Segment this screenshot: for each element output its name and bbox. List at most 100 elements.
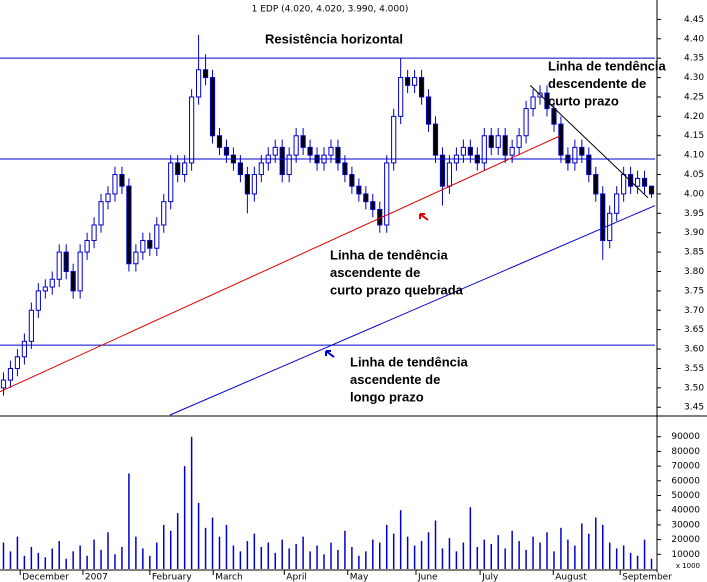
candle-body bbox=[84, 239, 90, 253]
candle-body bbox=[516, 135, 522, 148]
annotation: curto prazo quebrada bbox=[330, 282, 464, 297]
candle-body bbox=[446, 162, 453, 187]
x-tick-label: December bbox=[22, 573, 69, 582]
trend-line bbox=[529, 84, 649, 199]
candle-body bbox=[300, 135, 306, 148]
candle-body bbox=[91, 224, 97, 241]
candle-body bbox=[209, 77, 216, 137]
candle-body bbox=[551, 108, 557, 125]
y-tick-label: 4.35 bbox=[684, 54, 704, 64]
candle-body bbox=[154, 224, 160, 249]
y-tick-label: 3.55 bbox=[684, 364, 704, 374]
candle-body bbox=[523, 108, 529, 137]
y-tick-label: 3.80 bbox=[684, 267, 704, 277]
y-tick-label: 4.40 bbox=[684, 34, 704, 44]
candle-body bbox=[412, 77, 418, 86]
candle-body bbox=[112, 174, 118, 195]
annotation: descendente de bbox=[548, 76, 646, 91]
candle-body bbox=[418, 77, 425, 98]
candle-body bbox=[70, 270, 76, 292]
y-tick-label: 3.50 bbox=[684, 383, 704, 393]
candle-body bbox=[502, 135, 508, 156]
candle-body bbox=[63, 251, 69, 272]
arrow bbox=[325, 350, 335, 358]
y-tick-label: 3.60 bbox=[684, 345, 704, 355]
annotation: Linha de tendência bbox=[330, 247, 449, 262]
candle-body bbox=[49, 278, 55, 288]
candle-body bbox=[175, 162, 181, 176]
candle-body bbox=[279, 146, 285, 176]
candle-body bbox=[98, 201, 104, 226]
candle-body bbox=[495, 135, 501, 148]
y-tick-label: 10000 bbox=[671, 550, 700, 560]
annotation: Linha de tendência bbox=[548, 58, 667, 73]
y-tick-label: 4.05 bbox=[684, 170, 704, 180]
annotation: ascendente de bbox=[350, 372, 440, 387]
x-tick-label: March bbox=[215, 573, 242, 582]
y-tick-label: 4.00 bbox=[684, 189, 704, 199]
x-tick-label: April bbox=[286, 573, 307, 582]
x-tick-label: August bbox=[555, 573, 587, 582]
candle-body bbox=[126, 185, 132, 265]
trend-line bbox=[169, 205, 656, 416]
candle-body bbox=[370, 201, 376, 210]
candle-body bbox=[600, 193, 606, 241]
y-tick-label: 4.15 bbox=[684, 131, 704, 141]
y-tick-label: 4.30 bbox=[684, 73, 704, 83]
candle-body bbox=[398, 77, 404, 117]
y-tick-label: 80000 bbox=[671, 447, 700, 457]
candle-body bbox=[196, 69, 202, 98]
candle-body bbox=[216, 135, 223, 148]
candle-body bbox=[251, 174, 257, 195]
y-tick-label: 60000 bbox=[671, 476, 700, 486]
x-tick-label: July bbox=[481, 573, 499, 582]
candle-body bbox=[634, 177, 641, 187]
candle-body bbox=[237, 162, 243, 176]
y-tick-label: 3.75 bbox=[684, 286, 704, 296]
candle-body bbox=[593, 174, 599, 195]
candle-body bbox=[223, 146, 230, 156]
candle-body bbox=[35, 290, 41, 311]
annotation: Linha de tendência bbox=[350, 354, 469, 369]
candle-body bbox=[293, 135, 299, 156]
candle-body bbox=[147, 239, 153, 249]
candle-body bbox=[202, 69, 209, 79]
candle-body bbox=[119, 174, 125, 187]
candle-body bbox=[272, 146, 278, 156]
y-tick-label: 3.95 bbox=[684, 209, 704, 219]
y-tick-label: 3.85 bbox=[684, 248, 704, 258]
y-tick-label: 4.10 bbox=[684, 151, 704, 161]
candle-body bbox=[432, 123, 439, 156]
candle-body bbox=[133, 251, 139, 265]
annotation: Resistência horizontal bbox=[265, 31, 403, 46]
annotation: ascendente de bbox=[330, 265, 420, 280]
candle-body bbox=[363, 193, 369, 203]
y-tick-label: 30000 bbox=[671, 520, 700, 530]
x-tick-label: June bbox=[417, 573, 438, 582]
candle-body bbox=[342, 162, 348, 176]
x-tick-label: February bbox=[152, 573, 193, 582]
candle-body bbox=[28, 309, 34, 342]
candle-body bbox=[356, 185, 362, 195]
y-tick-label: 70000 bbox=[671, 462, 700, 472]
x-tick-label: May bbox=[350, 573, 369, 582]
candle-body bbox=[425, 96, 432, 125]
candle-body bbox=[21, 340, 27, 358]
candle-body bbox=[391, 115, 397, 164]
candle-body bbox=[614, 193, 620, 214]
annotation: curto prazo bbox=[548, 93, 619, 108]
candle-body bbox=[77, 251, 83, 292]
candle-body bbox=[56, 251, 62, 280]
candle-body bbox=[258, 162, 264, 176]
candle-body bbox=[648, 185, 655, 195]
candle-body bbox=[286, 154, 292, 176]
candle-body bbox=[307, 146, 313, 156]
candle-body bbox=[0, 379, 7, 389]
y-tick-label: 3.90 bbox=[684, 228, 704, 238]
candle-body bbox=[641, 177, 648, 187]
trend-line bbox=[0, 135, 561, 393]
candle-body bbox=[168, 162, 174, 203]
y-tick-label: 50000 bbox=[671, 491, 700, 501]
candle-body bbox=[182, 162, 188, 176]
